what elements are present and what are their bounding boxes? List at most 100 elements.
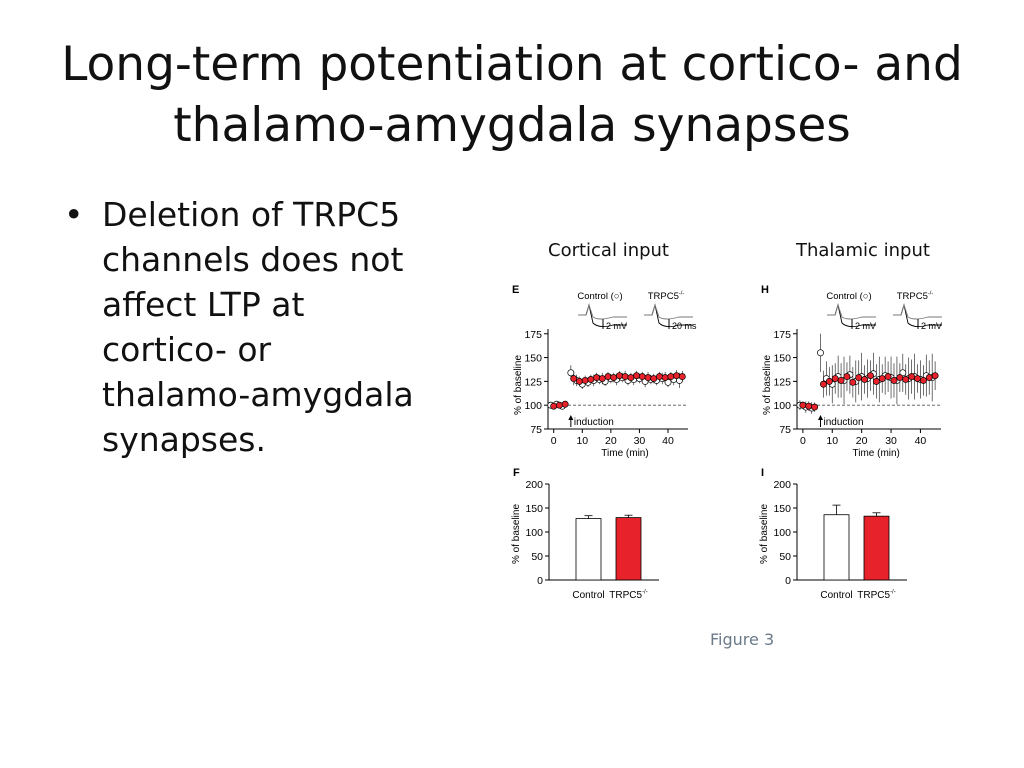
induction-label: induction [824, 417, 864, 428]
category-label: Control [572, 590, 604, 601]
bullet-symbol: • [64, 195, 84, 234]
trpc5-point [673, 372, 681, 380]
x-axis-label: Time (min) [601, 448, 648, 459]
cortical-input-header: Cortical input [548, 240, 669, 261]
x-tick-label: 0 [551, 435, 557, 447]
bullet-text: Deletion of TRPC5 channels does not affe… [102, 195, 414, 459]
scalebar-label-2: 2 mV [921, 321, 942, 331]
trpc5-point [598, 375, 606, 382]
trpc5-bar [863, 515, 890, 581]
trpc5-point [610, 374, 618, 382]
y-axis-label: % of baseline [513, 355, 524, 415]
trpc5-point [581, 376, 589, 384]
y-tick-label: 50 [779, 551, 791, 563]
trpc5-point [931, 372, 939, 380]
y-tick-label: 150 [525, 503, 543, 515]
x-tick-label: 20 [856, 435, 868, 447]
trpc5-point [550, 402, 558, 410]
y-tick-label: 200 [773, 479, 791, 491]
trpc5-point [570, 375, 578, 382]
trpc5-point [575, 377, 583, 385]
trpc5-point [644, 374, 652, 382]
trpc5-bar [615, 517, 642, 581]
trpc5-point [896, 374, 904, 382]
panel-f-summary: F 0 50 100 150 200 % of baseline Control TRPC5-/… [511, 467, 659, 601]
category-label: TRPC5-/- [609, 590, 647, 602]
trpc5-point [861, 376, 869, 383]
trpc5-point [587, 376, 595, 383]
trpc5-point [890, 376, 898, 384]
trpc5-point [561, 400, 569, 408]
legend-trpc5: TRPC5-/- [648, 291, 685, 302]
trpc5-point [925, 374, 933, 382]
slide-title: Long-term potentiation at cortico- and t… [61, 37, 963, 153]
trpc5-point [633, 372, 641, 380]
trpc5-point [914, 375, 921, 382]
panel-letter: E [512, 284, 519, 296]
x-tick-label: 0 [800, 435, 806, 447]
trpc5-point [855, 374, 863, 382]
legend-control: Control (○) [826, 291, 871, 302]
trpc5-point [805, 402, 813, 410]
panel-i-summary: I 0 50 100 150 200 % of baseline Control TRPC5-/… [759, 467, 907, 601]
x-tick-label: 30 [885, 435, 897, 447]
induction-label: induction [574, 417, 614, 428]
category-label: Control [820, 590, 852, 601]
trpc5-point [650, 375, 658, 382]
control-bar [823, 514, 850, 581]
trpc5-point [627, 374, 635, 382]
y-tick-label: 150 [524, 353, 542, 365]
figure-caption: Figure 3 [710, 630, 775, 649]
trpc5-point [849, 378, 857, 386]
legend-trpc5: TRPC5-/- [897, 291, 934, 302]
trpc5-point [615, 372, 623, 380]
induction-arrowhead [568, 415, 574, 420]
trpc5-point [811, 403, 819, 411]
trpc5-point [843, 373, 851, 381]
panel-letter: F [513, 467, 520, 479]
x-tick-label: 40 [662, 435, 674, 447]
thalamic-input-header: Thalamic input [796, 240, 930, 261]
trpc5-point [819, 380, 827, 388]
control-trace-a [827, 303, 876, 328]
trpc5-point [831, 375, 839, 382]
scalebar-label-1: 2 mV [606, 321, 627, 331]
induction-arrowhead [818, 415, 824, 420]
trpc5-point [908, 373, 916, 381]
trpc5-point [902, 376, 910, 383]
y-tick-label: 75 [530, 424, 542, 436]
trpc5-trace-b [893, 303, 942, 320]
trpc5-point [655, 373, 663, 381]
x-tick-label: 10 [576, 435, 588, 447]
control-trace-a [578, 303, 627, 328]
panel-letter: H [761, 284, 769, 296]
y-tick-label: 100 [773, 400, 791, 412]
y-tick-label: 175 [773, 329, 791, 341]
trpc5-trace-b [644, 303, 693, 320]
y-axis-label: % of baseline [759, 504, 770, 564]
trpc5-point [837, 376, 845, 384]
y-tick-label: 50 [531, 551, 543, 563]
y-tick-label: 150 [773, 503, 791, 515]
y-axis-label: % of baseline [762, 355, 773, 415]
trpc5-point [593, 374, 601, 382]
y-tick-label: 0 [785, 575, 791, 587]
trpc5-point [884, 373, 892, 381]
y-tick-label: 0 [537, 575, 543, 587]
control-trace-b [578, 303, 627, 320]
y-tick-label: 100 [524, 400, 542, 412]
y-tick-label: 150 [773, 353, 791, 365]
scalebar-label-2: 20 ms [672, 321, 697, 331]
y-tick-label: 100 [773, 527, 791, 539]
trpc5-point [825, 377, 833, 385]
trpc5-point [872, 377, 880, 385]
trpc5-point [638, 373, 646, 381]
control-trace-b [827, 303, 876, 320]
trpc5-point [919, 376, 927, 384]
trpc5-point [661, 374, 669, 382]
y-tick-label: 100 [525, 527, 543, 539]
category-label: TRPC5-/- [857, 590, 895, 602]
